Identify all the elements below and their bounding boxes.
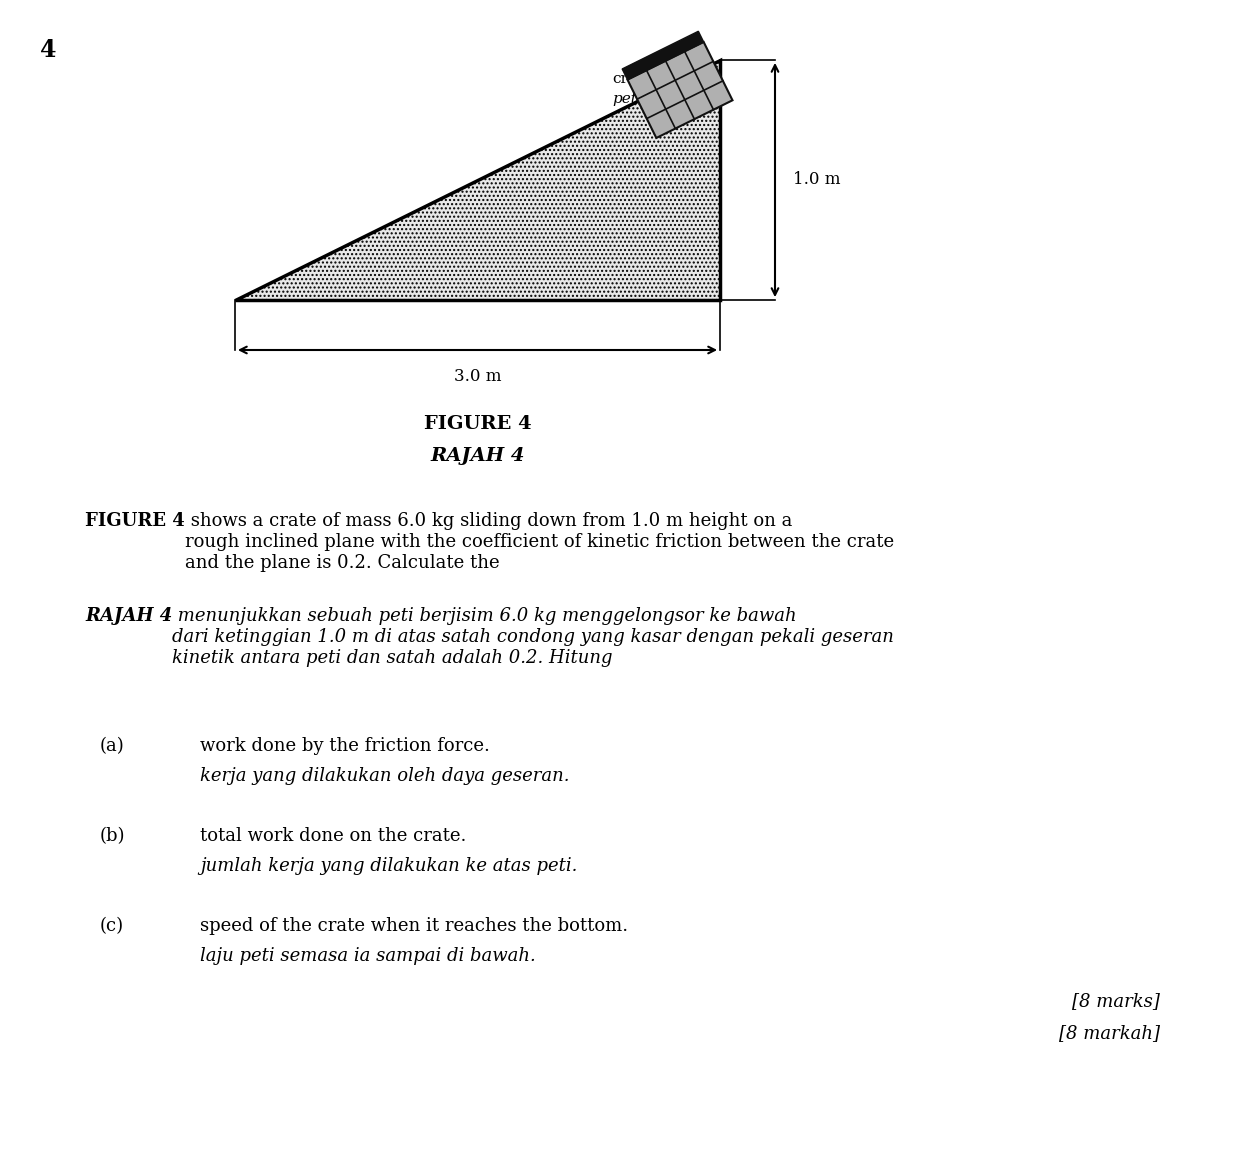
- Text: crate: crate: [613, 72, 652, 87]
- Text: menunjukkan sebuah peti berjisim 6.0 kg menggelongsor ke bawah
dari ketinggian 1: menunjukkan sebuah peti berjisim 6.0 kg …: [172, 607, 894, 666]
- Text: jumlah kerja yang dilakukan ke atas peti.: jumlah kerja yang dilakukan ke atas peti…: [200, 857, 578, 876]
- Text: 4: 4: [40, 39, 56, 62]
- Text: shows a crate of mass 6.0 kg sliding down from 1.0 m height on a
rough inclined : shows a crate of mass 6.0 kg sliding dow…: [184, 512, 894, 572]
- Text: speed of the crate when it reaches the bottom.: speed of the crate when it reaches the b…: [200, 916, 629, 935]
- Text: FIGURE 4: FIGURE 4: [85, 512, 184, 530]
- Text: FIGURE 4: FIGURE 4: [423, 415, 532, 433]
- Text: laju peti semasa ia sampai di bawah.: laju peti semasa ia sampai di bawah.: [200, 947, 535, 964]
- Text: (b): (b): [100, 826, 126, 845]
- Text: [8 markah]: [8 markah]: [1059, 1024, 1160, 1042]
- Text: 3.0 m: 3.0 m: [453, 368, 502, 385]
- Text: [8 marks]: [8 marks]: [1072, 992, 1160, 1010]
- Text: RAJAH 4: RAJAH 4: [85, 607, 172, 625]
- Text: 1.0 m: 1.0 m: [793, 172, 840, 188]
- Polygon shape: [622, 32, 703, 79]
- Text: peti: peti: [613, 92, 641, 106]
- Text: work done by the friction force.: work done by the friction force.: [200, 736, 489, 755]
- Text: (a): (a): [100, 736, 125, 755]
- Text: (c): (c): [100, 916, 125, 935]
- Text: total work done on the crate.: total work done on the crate.: [200, 826, 467, 845]
- Polygon shape: [235, 60, 720, 300]
- Text: kerja yang dilakukan oleh daya geseran.: kerja yang dilakukan oleh daya geseran.: [200, 767, 569, 786]
- Polygon shape: [627, 42, 732, 138]
- Text: RAJAH 4: RAJAH 4: [431, 447, 524, 465]
